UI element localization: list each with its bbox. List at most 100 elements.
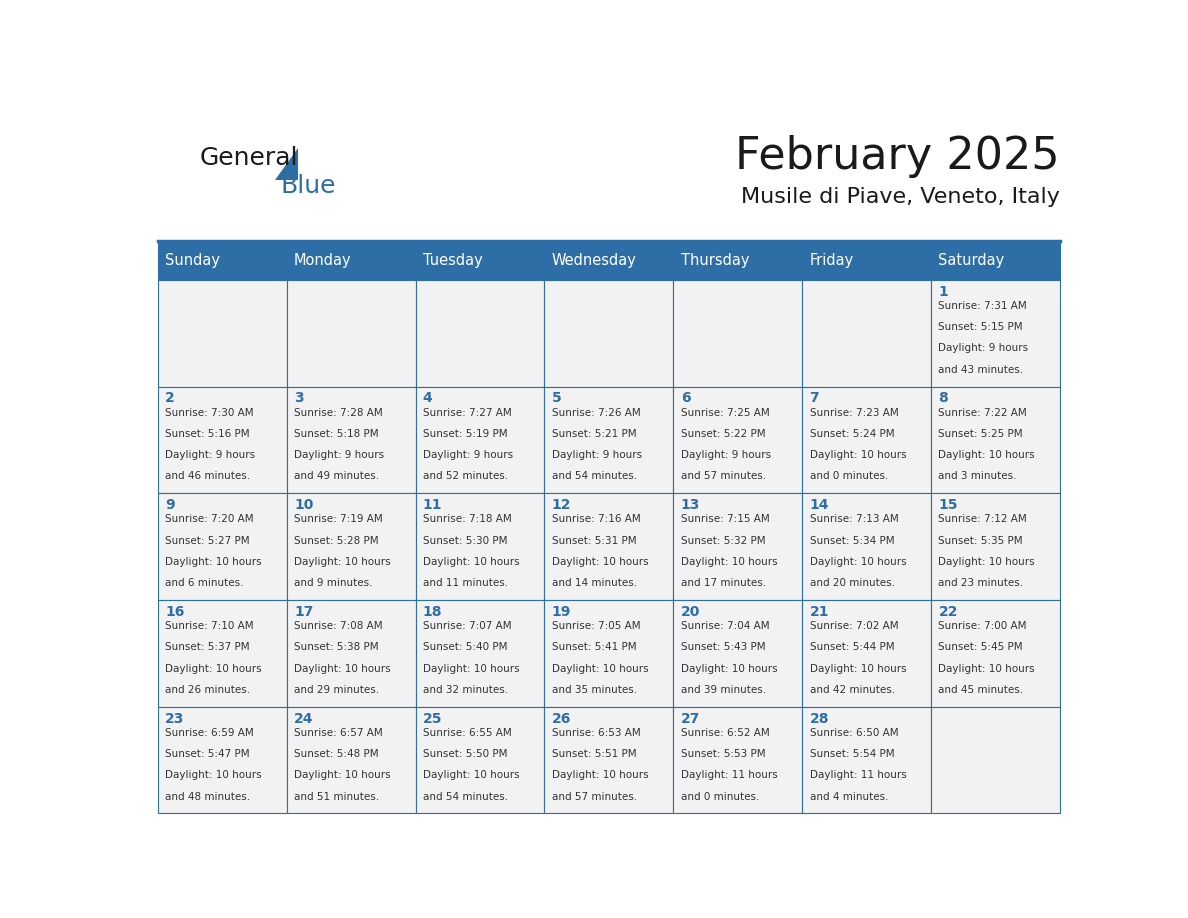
Bar [802,280,931,386]
Bar [674,707,802,813]
Text: Sunset: 5:16 PM: Sunset: 5:16 PM [165,429,249,439]
Bar [802,493,931,600]
Text: and 49 minutes.: and 49 minutes. [293,471,379,481]
Text: 22: 22 [939,605,958,619]
Text: and 51 minutes.: and 51 minutes. [293,791,379,801]
Text: Musile di Piave, Veneto, Italy: Musile di Piave, Veneto, Italy [741,186,1060,207]
Text: Daylight: 9 hours: Daylight: 9 hours [293,450,384,460]
Text: 21: 21 [809,605,829,619]
Bar [286,386,416,493]
Text: Sunset: 5:30 PM: Sunset: 5:30 PM [423,536,507,545]
Text: Monday: Monday [293,252,352,268]
Text: 24: 24 [293,711,314,726]
Text: Sunset: 5:50 PM: Sunset: 5:50 PM [423,749,507,759]
Text: Sunrise: 7:05 AM: Sunrise: 7:05 AM [551,621,640,632]
Text: Sunset: 5:45 PM: Sunset: 5:45 PM [939,643,1023,653]
Text: and 48 minutes.: and 48 minutes. [165,791,251,801]
Text: and 54 minutes.: and 54 minutes. [423,791,508,801]
Text: Sunrise: 7:31 AM: Sunrise: 7:31 AM [939,301,1028,311]
Text: Sunrise: 7:07 AM: Sunrise: 7:07 AM [423,621,512,632]
Text: Sunrise: 7:04 AM: Sunrise: 7:04 AM [681,621,770,632]
Text: Daylight: 10 hours: Daylight: 10 hours [809,664,906,674]
Bar [931,707,1060,813]
Text: Sunset: 5:19 PM: Sunset: 5:19 PM [423,429,507,439]
Text: and 20 minutes.: and 20 minutes. [809,578,895,588]
Text: Sunrise: 7:28 AM: Sunrise: 7:28 AM [293,408,383,418]
Bar [802,386,931,493]
Bar [544,707,674,813]
Text: and 0 minutes.: and 0 minutes. [681,791,759,801]
Bar [416,386,544,493]
Text: 11: 11 [423,498,442,512]
Bar [416,707,544,813]
Text: 10: 10 [293,498,314,512]
Bar [158,386,286,493]
Text: and 9 minutes.: and 9 minutes. [293,578,373,588]
Text: Daylight: 9 hours: Daylight: 9 hours [939,343,1029,353]
Text: Sunrise: 7:25 AM: Sunrise: 7:25 AM [681,408,770,418]
Bar [931,280,1060,386]
Text: and 6 minutes.: and 6 minutes. [165,578,244,588]
Text: Sunset: 5:32 PM: Sunset: 5:32 PM [681,536,765,545]
Text: Sunrise: 7:00 AM: Sunrise: 7:00 AM [939,621,1026,632]
Bar [416,493,544,600]
Bar [931,386,1060,493]
Bar [158,493,286,600]
Text: February 2025: February 2025 [735,135,1060,178]
Text: Sunrise: 7:20 AM: Sunrise: 7:20 AM [165,514,254,524]
Text: Daylight: 11 hours: Daylight: 11 hours [809,770,906,780]
Text: Sunset: 5:38 PM: Sunset: 5:38 PM [293,643,379,653]
Bar [158,241,286,280]
Text: and 32 minutes.: and 32 minutes. [423,685,508,695]
Text: and 35 minutes.: and 35 minutes. [551,685,637,695]
Text: Daylight: 10 hours: Daylight: 10 hours [293,770,391,780]
Text: Daylight: 10 hours: Daylight: 10 hours [423,557,519,567]
Text: Sunrise: 7:27 AM: Sunrise: 7:27 AM [423,408,512,418]
Text: and 17 minutes.: and 17 minutes. [681,578,766,588]
Polygon shape [274,149,298,180]
Text: Sunrise: 7:12 AM: Sunrise: 7:12 AM [939,514,1028,524]
Text: Sunset: 5:41 PM: Sunset: 5:41 PM [551,643,637,653]
Bar [674,600,802,707]
Bar [416,241,544,280]
Text: Daylight: 10 hours: Daylight: 10 hours [551,557,649,567]
Text: 23: 23 [165,711,184,726]
Text: 27: 27 [681,711,700,726]
Text: 16: 16 [165,605,184,619]
Bar [674,241,802,280]
Text: Sunset: 5:47 PM: Sunset: 5:47 PM [165,749,249,759]
Text: 13: 13 [681,498,700,512]
Text: Daylight: 10 hours: Daylight: 10 hours [939,664,1035,674]
Bar [158,600,286,707]
Text: 20: 20 [681,605,700,619]
Text: Sunrise: 6:53 AM: Sunrise: 6:53 AM [551,728,640,738]
Bar [286,600,416,707]
Bar [674,493,802,600]
Text: 18: 18 [423,605,442,619]
Text: Friday: Friday [809,252,854,268]
Text: Daylight: 10 hours: Daylight: 10 hours [551,664,649,674]
Text: Daylight: 11 hours: Daylight: 11 hours [681,770,777,780]
Text: and 11 minutes.: and 11 minutes. [423,578,508,588]
Text: 17: 17 [293,605,314,619]
Text: and 23 minutes.: and 23 minutes. [939,578,1024,588]
Text: Daylight: 10 hours: Daylight: 10 hours [551,770,649,780]
Text: Sunrise: 7:30 AM: Sunrise: 7:30 AM [165,408,254,418]
Bar [158,707,286,813]
Text: Sunrise: 6:52 AM: Sunrise: 6:52 AM [681,728,770,738]
Text: and 45 minutes.: and 45 minutes. [939,685,1024,695]
Text: and 0 minutes.: and 0 minutes. [809,471,887,481]
Text: 28: 28 [809,711,829,726]
Text: Sunrise: 7:13 AM: Sunrise: 7:13 AM [809,514,898,524]
Text: Daylight: 10 hours: Daylight: 10 hours [681,664,777,674]
Text: 3: 3 [293,391,304,406]
Text: and 29 minutes.: and 29 minutes. [293,685,379,695]
Text: Sunset: 5:53 PM: Sunset: 5:53 PM [681,749,765,759]
Text: and 46 minutes.: and 46 minutes. [165,471,251,481]
Text: Daylight: 10 hours: Daylight: 10 hours [165,557,261,567]
Text: Sunset: 5:22 PM: Sunset: 5:22 PM [681,429,765,439]
Bar [931,493,1060,600]
Text: Sunrise: 7:18 AM: Sunrise: 7:18 AM [423,514,512,524]
Text: Wednesday: Wednesday [551,252,637,268]
Text: Daylight: 9 hours: Daylight: 9 hours [423,450,513,460]
